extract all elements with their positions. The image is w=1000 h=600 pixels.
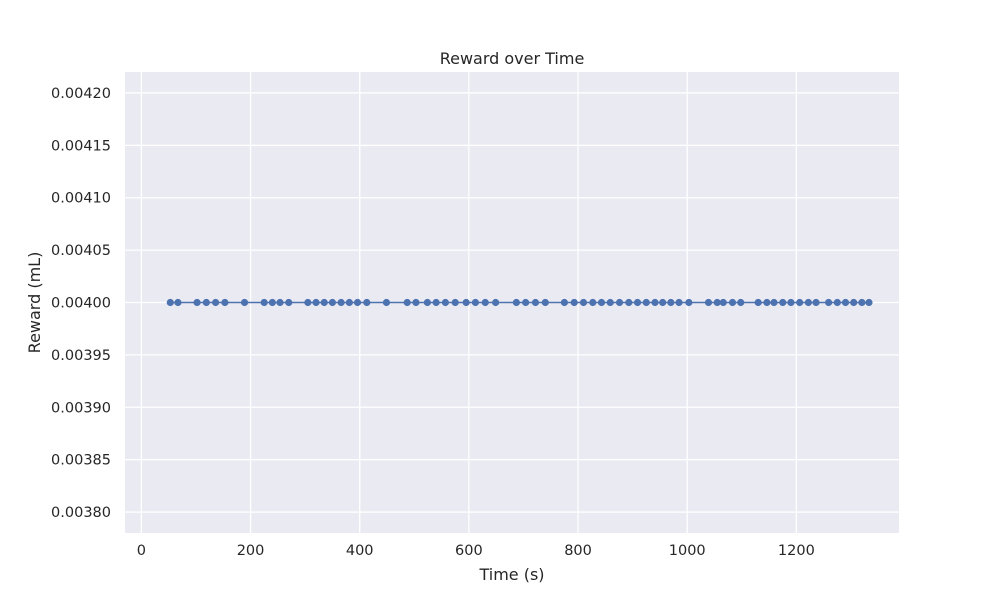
data-point (560, 298, 569, 307)
data-point (850, 298, 858, 307)
y-tick-labels: 0.00380 0.00385 0.00390 0.00395 0.00400 0.004… (51, 86, 111, 521)
data-point (812, 298, 820, 307)
data-point (858, 298, 866, 307)
data-point (240, 298, 249, 307)
data-point (615, 298, 624, 307)
data-point (512, 298, 520, 307)
data-point (345, 298, 353, 307)
data-point (667, 298, 675, 307)
data-point (328, 298, 337, 307)
data-point (541, 298, 549, 307)
y-tick-label: 0.00410 (51, 191, 111, 207)
data-point (779, 298, 787, 307)
y-tick-label: 0.00380 (51, 505, 111, 521)
data-point (685, 298, 693, 307)
data-point (423, 298, 431, 307)
data-point (353, 298, 362, 307)
data-point (312, 298, 320, 307)
data-point (471, 298, 480, 307)
data-point (276, 298, 284, 307)
data-point (212, 298, 220, 307)
data-point (522, 298, 530, 307)
chart-title: Reward over Time (440, 49, 585, 68)
data-point (719, 298, 727, 307)
y-axis-label: Reward (mL) (25, 252, 44, 354)
x-tick-label: 1200 (778, 543, 815, 559)
x-tick-label: 200 (237, 543, 265, 559)
data-point (737, 298, 745, 307)
data-point (633, 298, 642, 307)
x-axis-label: Time (s) (478, 565, 544, 584)
data-point (268, 298, 276, 307)
x-tick-label: 0 (137, 543, 146, 559)
data-point (570, 298, 578, 307)
y-tick-label: 0.00385 (51, 453, 111, 469)
y-tick-label: 0.00405 (51, 243, 111, 259)
data-point (202, 298, 210, 307)
data-point (770, 298, 778, 307)
data-point (704, 298, 713, 307)
data-point (193, 298, 201, 307)
data-point (625, 298, 633, 307)
data-point (796, 298, 804, 307)
data-point (492, 298, 500, 307)
series-layer (166, 298, 873, 307)
x-tick-label: 800 (564, 543, 592, 559)
data-point (412, 298, 420, 307)
data-point (865, 298, 873, 307)
data-point (174, 298, 182, 307)
y-tick-label: 0.00420 (51, 86, 111, 102)
data-point (531, 298, 540, 307)
data-point (651, 298, 659, 307)
data-point (403, 298, 411, 307)
data-point (481, 298, 489, 307)
data-point (432, 298, 440, 307)
data-point (382, 298, 391, 307)
data-point (441, 298, 450, 307)
data-point (824, 298, 833, 307)
y-tick-label: 0.00395 (51, 348, 111, 364)
data-point (642, 298, 650, 307)
data-point (787, 298, 795, 307)
data-point (754, 298, 762, 307)
data-point (166, 298, 174, 307)
data-point (221, 298, 229, 307)
y-tick-label: 0.00400 (51, 296, 111, 312)
data-point (713, 298, 721, 307)
data-point (304, 298, 312, 307)
data-point (841, 298, 850, 307)
x-tick-labels: 0 200 400 600 800 1000 1200 (137, 543, 815, 559)
data-point (606, 298, 614, 307)
data-point (363, 298, 371, 307)
data-point (597, 298, 606, 307)
data-point (462, 298, 470, 307)
y-tick-label: 0.00390 (51, 400, 111, 416)
data-point (589, 298, 597, 307)
data-point (804, 298, 812, 307)
data-point (579, 298, 588, 307)
data-point (675, 298, 683, 307)
data-point (728, 298, 737, 307)
data-point (659, 298, 667, 307)
data-point (337, 298, 345, 307)
x-tick-label: 1000 (669, 543, 706, 559)
data-point (451, 298, 459, 307)
data-point (260, 298, 268, 307)
data-point (833, 298, 841, 307)
data-point (320, 298, 328, 307)
data-point (763, 298, 771, 307)
x-tick-label: 600 (455, 543, 483, 559)
y-tick-label: 0.00415 (51, 138, 111, 154)
data-point (285, 298, 293, 307)
x-tick-label: 400 (346, 543, 374, 559)
grid-lines (125, 72, 899, 533)
